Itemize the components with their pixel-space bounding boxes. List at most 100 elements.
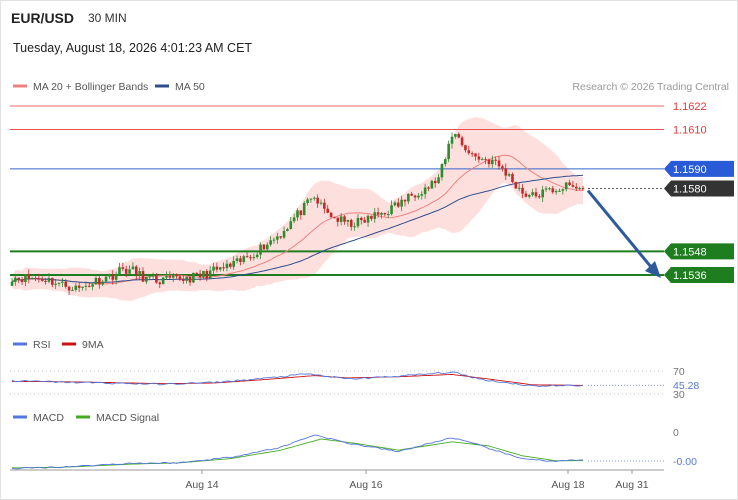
candle-body [484,159,487,161]
candle-body [349,219,353,227]
candle-body [61,281,64,283]
candle-body [218,267,222,270]
candle-body [87,285,91,287]
candle-body [265,244,269,250]
candle-body [527,194,531,197]
candle-body [269,240,272,245]
candle-body [108,274,111,277]
candle-body [276,236,279,240]
candle-body [198,273,202,278]
candle-body [373,212,377,219]
candle-body [44,280,47,282]
candle-body [296,210,299,218]
candle-body [410,193,413,196]
candle-body [195,272,199,274]
candle-body [222,267,225,269]
candle-body [400,199,403,207]
candle-body [282,230,286,238]
candle-body [460,137,464,146]
candle-body [10,281,14,286]
candle-body [306,199,309,203]
candle-body [208,270,212,279]
candle-body [443,159,447,165]
ma20-legend-label: MA 20 + Bollinger Bands [33,81,148,93]
candle-body [326,208,330,213]
level-label-1.1580: 1.1580 [673,184,707,196]
projection-arrow-head [645,261,661,278]
candle-body [111,274,115,280]
candle-body [514,181,518,189]
candle-body [433,180,437,184]
candle-body [558,190,561,192]
candle-body [229,263,232,267]
candle-body [544,188,548,190]
candle-body [131,266,135,270]
level-tag-1.1548 [664,243,734,260]
candle-body [74,285,78,290]
candle-body [430,180,434,189]
candle-body [531,192,534,195]
candle-body [302,202,306,216]
macd-last-value: -0.00 [673,456,697,468]
candle-body [474,153,477,157]
candle-body [538,196,541,198]
candle-body [114,274,118,280]
candle-body [104,276,108,282]
candle-body [447,143,450,160]
candle-body [312,197,316,199]
rsi-line [11,371,584,387]
candle-body [30,277,34,279]
candle-body [158,282,162,285]
candle-body [141,271,145,282]
candle-body [134,266,138,275]
candle-body [118,267,121,275]
candle-body [551,188,555,193]
candle-body [420,194,424,196]
candle-body [521,187,524,194]
macd-legend-label: MACD [33,412,64,424]
candle-body [128,269,131,274]
candle-body [561,189,565,191]
timeframe-label: 30 MIN [88,11,127,25]
candle-body [245,256,249,258]
candles [10,132,585,295]
candle-body [64,281,68,287]
candle-body [17,277,21,280]
candle-body [504,168,508,176]
candle-body [363,220,366,223]
candle-body [124,268,128,274]
candle-body [145,276,148,282]
level-tag-1.1536 [664,267,734,283]
candle-body [383,213,387,215]
candle-body [390,205,393,215]
x-tick-label: Aug 14 [185,479,218,491]
candle-body [329,212,333,218]
candle-body [370,215,373,219]
macd-signal-line [12,438,583,469]
candle-body [249,257,252,259]
level-label-1.1622: 1.1622 [673,101,707,113]
candle-body [255,254,259,258]
candle-body [252,257,256,259]
candle-body [185,277,188,281]
candle-body [376,212,380,215]
rsi-ma-legend-label: 9MA [82,339,104,351]
candle-body [393,202,397,206]
candle-body [564,182,568,190]
candle-body [77,285,81,288]
candle-body [353,226,356,228]
level-label-1.1590: 1.1590 [673,164,707,176]
candle-body [578,188,581,190]
candle-body [171,274,175,278]
candle-body [346,219,350,222]
x-tick-label: Aug 18 [551,479,584,491]
rsi-tick-label: 70 [673,366,685,378]
candle-body [457,133,461,138]
level-tag-1.1580 [664,180,734,197]
candle-body [175,274,178,277]
candle-body [262,244,266,250]
candle-body [94,277,98,285]
candle-body [81,286,84,288]
candle-body [57,282,61,284]
